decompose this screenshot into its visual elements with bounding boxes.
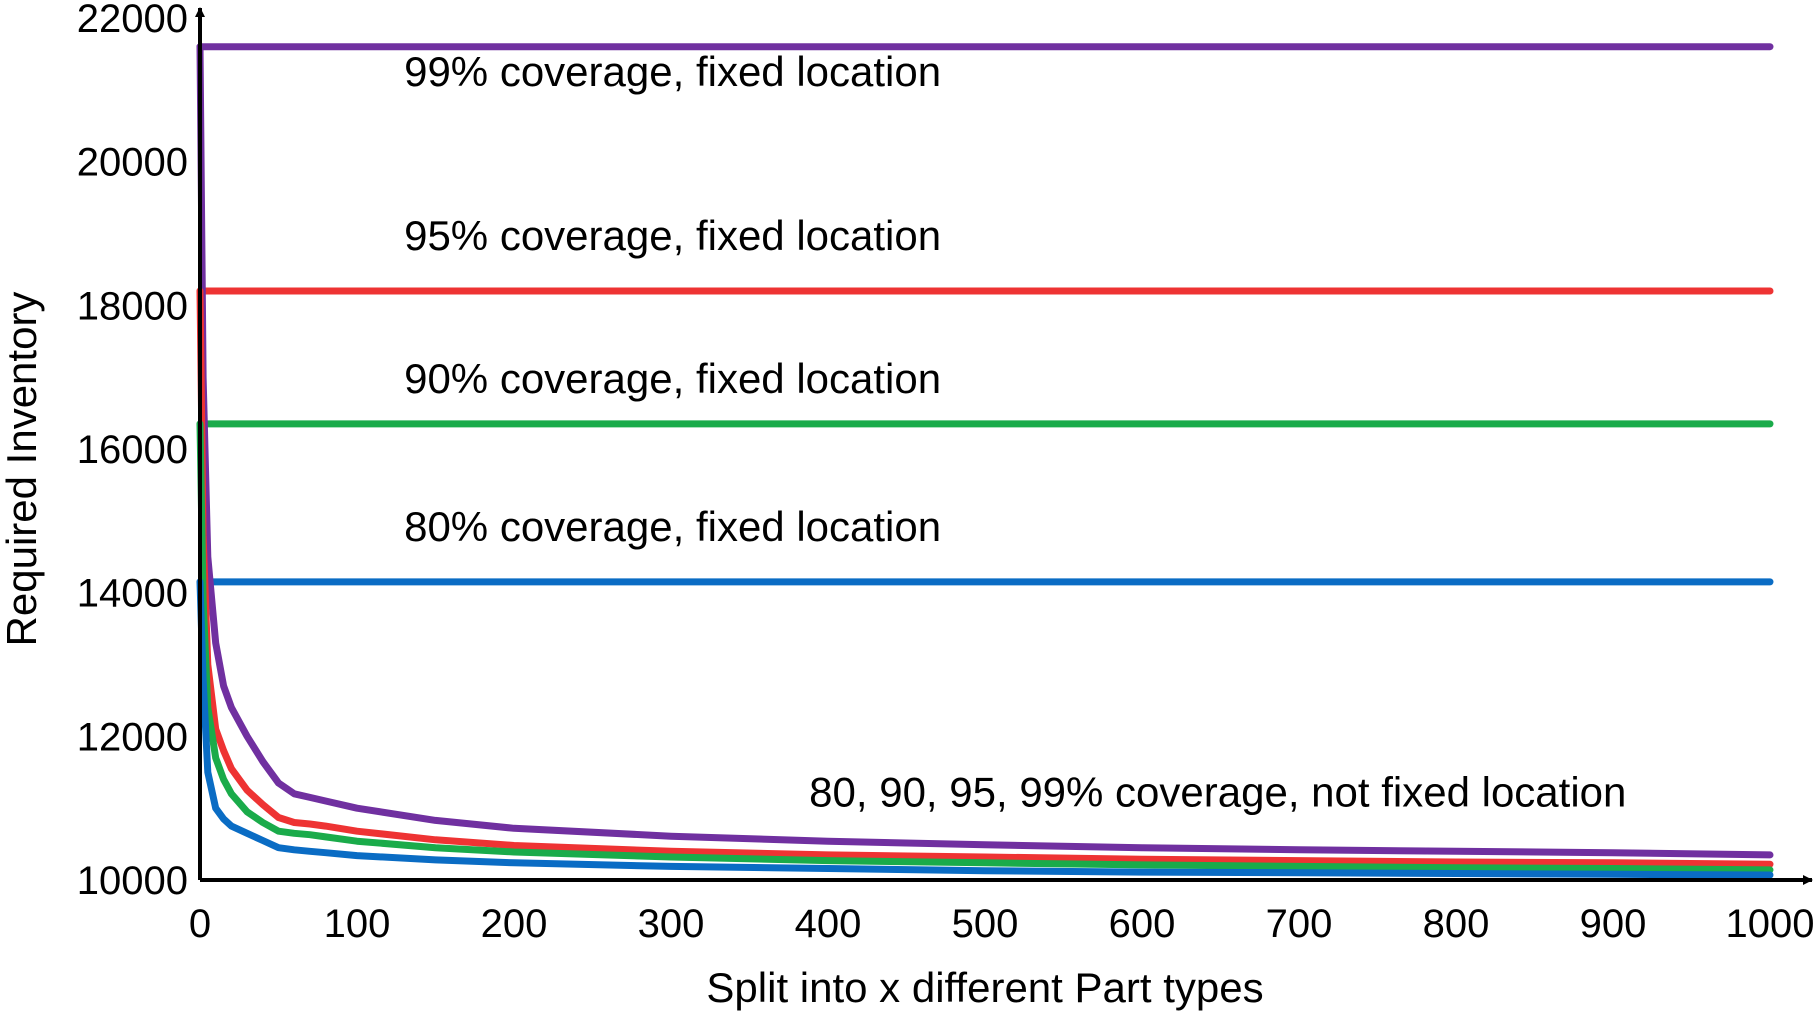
y-tick-label: 18000 bbox=[77, 284, 188, 328]
x-tick-label: 900 bbox=[1580, 902, 1647, 946]
series-line-4 bbox=[196, 43, 1774, 859]
x-tick-label: 100 bbox=[324, 902, 391, 946]
y-axis-title: Required Inventory bbox=[0, 292, 45, 647]
x-tick-label: 0 bbox=[189, 902, 211, 946]
y-tick-label: 10000 bbox=[77, 859, 188, 903]
annotation-label-2: 90% coverage, fixed location bbox=[404, 355, 941, 402]
x-axis-title: Split into x different Part types bbox=[706, 964, 1263, 1011]
y-tick-label: 16000 bbox=[77, 428, 188, 472]
tick-label-layer: 0 100 200 300 400 500 600 700 800 900 1000 10000 120… bbox=[77, 0, 1815, 946]
x-tick-label: 500 bbox=[952, 902, 1019, 946]
y-tick-label: 14000 bbox=[77, 572, 188, 616]
y-tick-label: 20000 bbox=[77, 141, 188, 185]
axes-layer bbox=[195, 7, 1813, 885]
x-tick-label: 1000 bbox=[1726, 902, 1815, 946]
x-tick-label: 400 bbox=[795, 902, 862, 946]
annotation-label-1: 95% coverage, fixed location bbox=[404, 212, 941, 259]
x-tick-label: 600 bbox=[1109, 902, 1176, 946]
annotation-label-3: 80% coverage, fixed location bbox=[404, 503, 941, 550]
series-layer bbox=[196, 43, 1774, 879]
annotation-label-0: 99% coverage, fixed location bbox=[404, 48, 941, 95]
x-tick-label: 700 bbox=[1266, 902, 1333, 946]
series-line-6 bbox=[196, 420, 1774, 874]
series-line-7 bbox=[196, 578, 1774, 879]
annotation-label-4: 80, 90, 95, 99% coverage, not fixed loca… bbox=[809, 769, 1626, 816]
y-tick-label: 12000 bbox=[77, 715, 188, 759]
x-tick-label: 300 bbox=[638, 902, 705, 946]
x-tick-label: 200 bbox=[481, 902, 548, 946]
annotation-layer: 99% coverage, fixed location 95% coverage… bbox=[404, 48, 1626, 815]
x-tick-label: 800 bbox=[1423, 902, 1490, 946]
series-line-5 bbox=[196, 287, 1774, 868]
y-tick-label: 22000 bbox=[77, 0, 188, 41]
